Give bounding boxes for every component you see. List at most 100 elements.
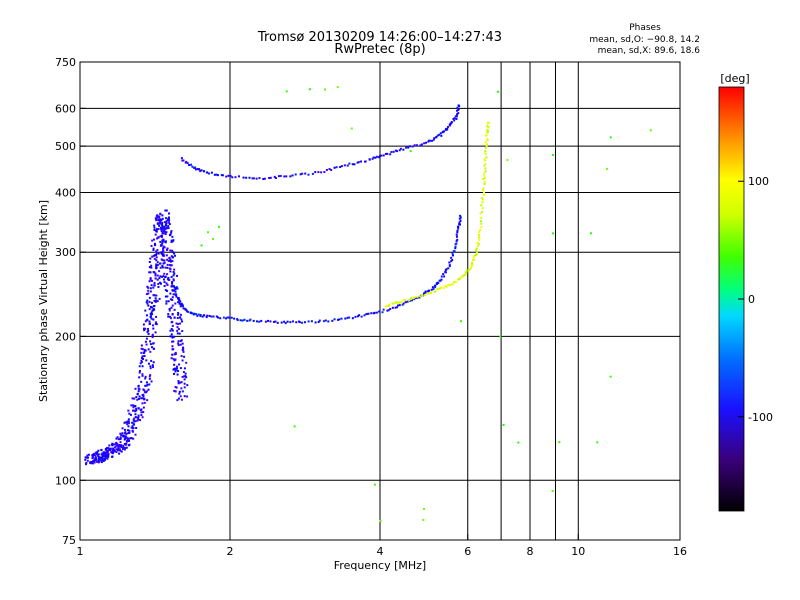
data-point — [155, 230, 158, 233]
data-point — [98, 460, 101, 463]
data-point — [434, 286, 437, 289]
data-point — [141, 365, 144, 368]
data-point — [453, 117, 456, 120]
data-point — [131, 430, 134, 433]
data-point — [90, 460, 93, 463]
data-point — [226, 316, 229, 319]
data-point — [484, 141, 487, 144]
data-point — [252, 177, 255, 180]
data-point — [149, 290, 152, 293]
data-point — [439, 279, 442, 282]
data-point — [387, 309, 390, 312]
data-point — [455, 109, 458, 112]
data-point — [144, 375, 147, 378]
data-point — [177, 312, 180, 315]
data-point — [143, 397, 146, 400]
data-point — [155, 265, 158, 268]
data-point — [155, 250, 158, 253]
data-point — [135, 426, 138, 429]
data-point — [153, 226, 156, 229]
data-point — [130, 404, 133, 407]
data-point — [141, 355, 144, 358]
data-point — [356, 315, 359, 318]
data-point — [139, 419, 142, 422]
data-point — [464, 273, 467, 276]
data-point — [408, 299, 411, 302]
data-point — [481, 189, 484, 192]
data-point — [104, 448, 107, 451]
data-point — [148, 280, 151, 283]
data-point — [146, 299, 149, 302]
data-point — [231, 176, 234, 179]
data-point — [152, 324, 155, 327]
data-point — [252, 319, 255, 322]
data-point — [301, 172, 304, 175]
data-point — [155, 259, 158, 262]
data-point — [94, 459, 97, 462]
data-point — [413, 144, 416, 147]
data-point — [411, 299, 414, 302]
data-point — [180, 398, 183, 401]
data-point — [444, 285, 447, 288]
data-point — [134, 413, 137, 416]
data-point — [154, 272, 157, 275]
data-point — [433, 290, 436, 293]
data-point — [154, 331, 157, 334]
data-point — [106, 446, 109, 449]
data-point — [102, 459, 105, 462]
data-point — [149, 278, 152, 281]
data-point — [164, 266, 167, 269]
data-point — [206, 314, 209, 317]
data-point — [174, 368, 177, 371]
data-point — [449, 283, 452, 286]
data-point — [551, 153, 554, 156]
data-point — [176, 373, 179, 376]
data-point — [110, 451, 113, 454]
data-point — [151, 366, 154, 369]
data-point — [488, 121, 491, 124]
data-point — [499, 335, 502, 338]
data-point — [162, 245, 165, 248]
data-point — [176, 399, 179, 402]
data-point — [378, 310, 381, 313]
data-point — [154, 297, 157, 300]
data-point — [167, 225, 170, 228]
data-point — [171, 340, 174, 343]
data-point — [175, 293, 178, 296]
data-point — [285, 175, 288, 178]
data-point — [457, 227, 460, 230]
data-point — [164, 227, 167, 230]
data-point — [394, 306, 397, 309]
data-point — [117, 438, 120, 441]
data-point — [454, 247, 457, 250]
data-point — [177, 342, 180, 345]
data-point — [198, 168, 201, 171]
data-point — [283, 320, 286, 323]
data-point — [170, 230, 173, 233]
data-point — [304, 172, 307, 175]
data-point — [152, 342, 155, 345]
data-point — [168, 234, 171, 237]
data-point — [155, 228, 158, 231]
y-axis-label: Stationary phase Virtual Height [km] — [37, 200, 50, 402]
data-point — [170, 333, 173, 336]
data-point — [126, 420, 129, 423]
data-point — [151, 364, 154, 367]
data-point — [174, 288, 177, 291]
data-point — [147, 292, 150, 295]
data-point — [154, 274, 157, 277]
data-point — [190, 163, 193, 166]
data-point — [186, 162, 189, 165]
data-point — [179, 343, 182, 346]
data-point — [152, 286, 155, 289]
data-point — [118, 448, 121, 451]
data-point — [457, 104, 460, 107]
data-point — [134, 410, 137, 413]
colorbar-tick-label: 0 — [748, 293, 755, 306]
data-point — [145, 343, 148, 346]
data-point — [177, 323, 180, 326]
data-point — [125, 446, 128, 449]
data-point — [160, 244, 163, 247]
data-point — [127, 439, 130, 442]
data-point — [165, 231, 168, 234]
